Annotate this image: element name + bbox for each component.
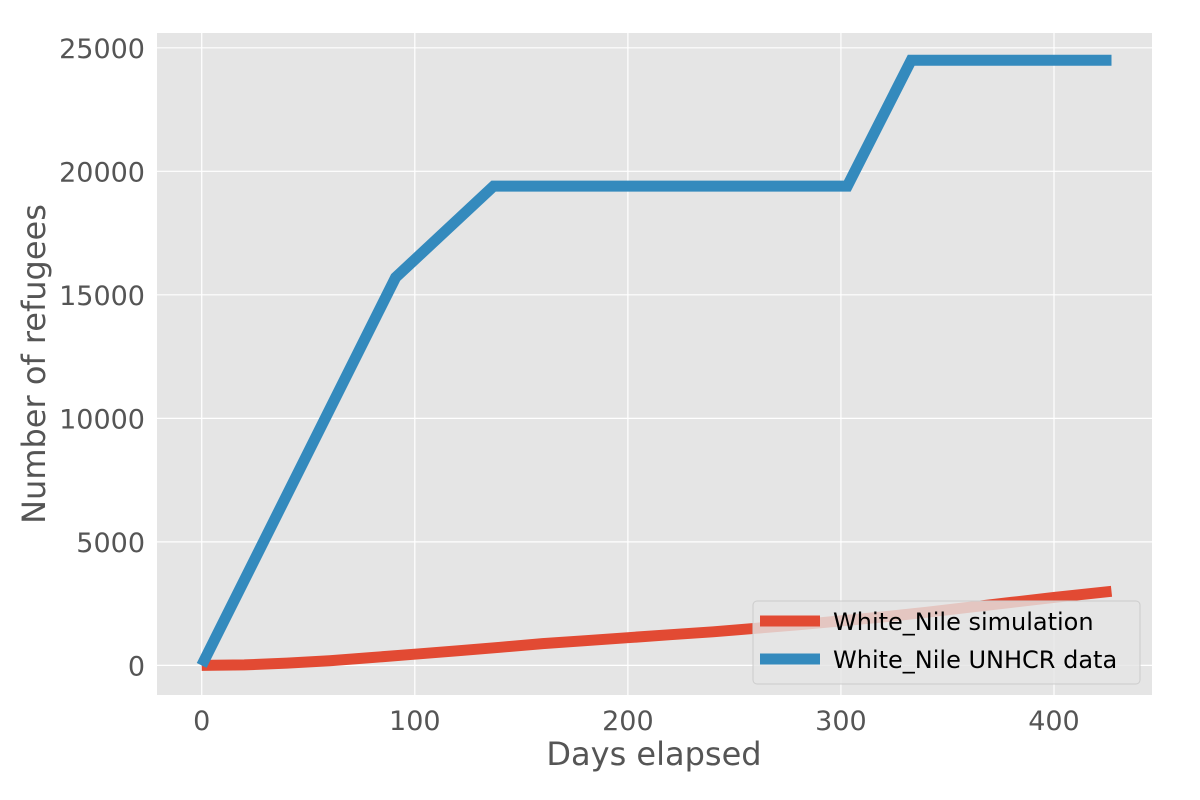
legend-label-unhcr: White_Nile UNHCR data (833, 646, 1117, 674)
x-tick-label: 400 (1028, 706, 1080, 737)
y-tick-label: 20000 (59, 157, 145, 188)
y-tick-label: 25000 (59, 34, 145, 65)
x-tick-label: 0 (193, 706, 210, 737)
y-tick-label: 10000 (59, 404, 145, 435)
series-line-1 (196, 54, 1112, 668)
y-tick-labels: 0 5000 10000 15000 20000 25000 (59, 34, 145, 683)
plot-area-background (157, 33, 1152, 695)
x-tick-labels: 0 100 200 300 400 (193, 706, 1080, 737)
y-tick-label: 0 (128, 651, 145, 682)
x-tick-label: 100 (389, 706, 441, 737)
y-tick-label: 5000 (76, 528, 145, 559)
y-axis-label: Number of refugees (15, 204, 53, 524)
y-tick-label: 15000 (59, 281, 145, 312)
legend: White_Nile simulation White_Nile UNHCR d… (752, 600, 1141, 685)
x-tick-label: 200 (602, 706, 654, 737)
x-tick-label: 300 (815, 706, 867, 737)
legend-box (752, 600, 1141, 685)
legend-label-simulation: White_Nile simulation (833, 608, 1094, 636)
x-axis-label: Days elapsed (546, 735, 761, 773)
